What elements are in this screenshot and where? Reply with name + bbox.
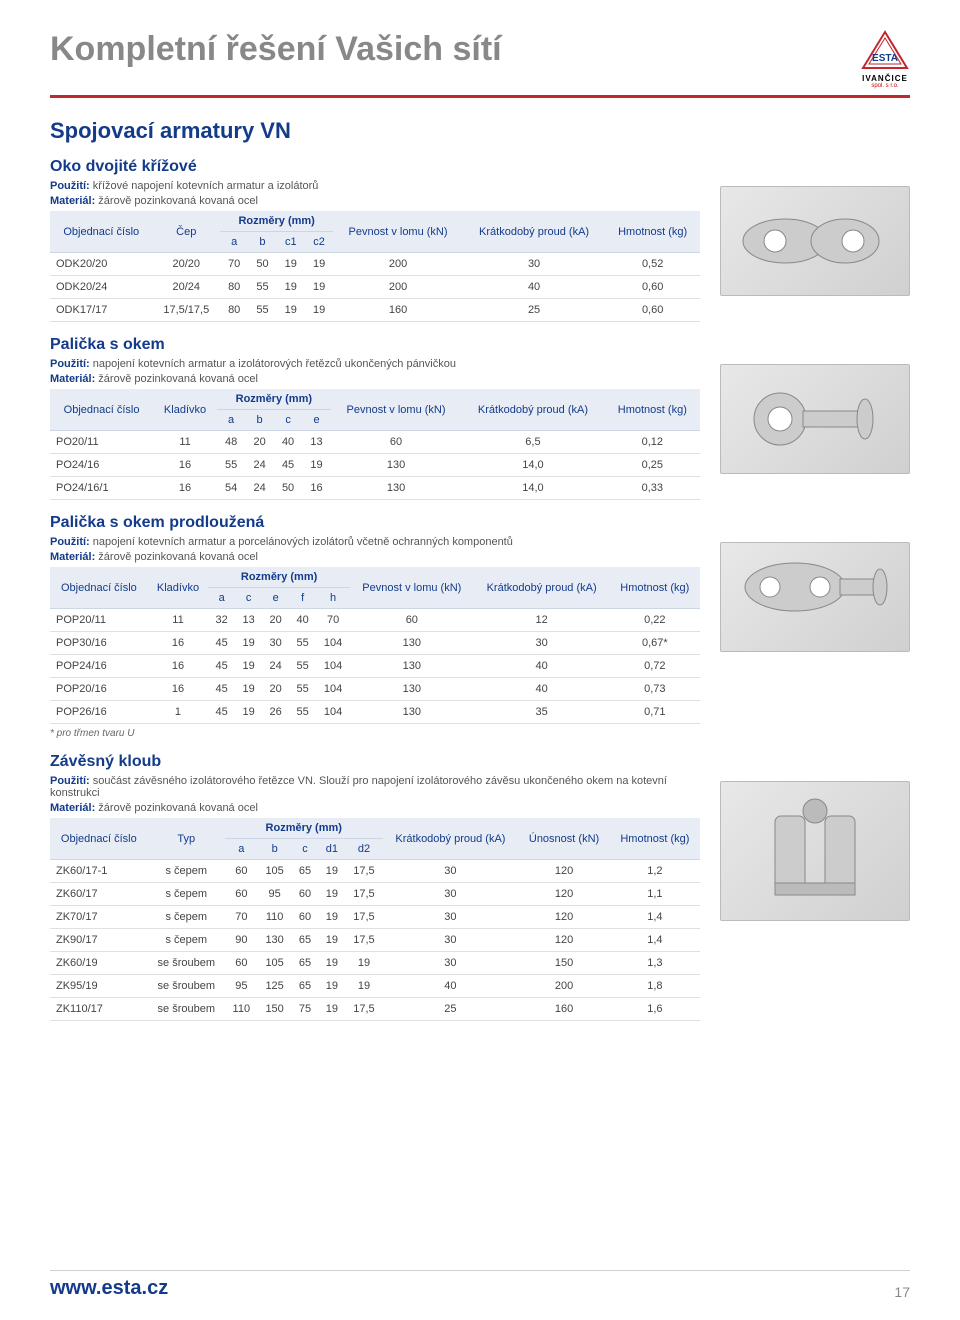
s3-footnote: * pro třmen tvaru U <box>50 728 700 739</box>
s2-table: Objednací číslo Kladívko Rozměry (mm) Pe… <box>50 389 700 500</box>
s3-mat: Materiál: žárově pozinkovaná kovaná ocel <box>50 551 700 563</box>
table-row: ZK110/17se šroubem110150751917,5251601,6 <box>50 998 700 1021</box>
table-row: ODK17/1717,5/17,580551919160250,60 <box>50 299 700 322</box>
table-row: ZK60/17s čepem6095601917,5301201,1 <box>50 883 700 906</box>
s2-image <box>720 364 910 474</box>
table-row: POP26/16145192655104130350,71 <box>50 701 700 724</box>
s3-title: Palička s okem prodloužená <box>50 514 910 532</box>
table-row: ZK95/19se šroubem95125651919402001,8 <box>50 975 700 998</box>
s1-image <box>720 186 910 296</box>
s3-table: Objednací číslo Kladívko Rozměry (mm) Pe… <box>50 567 700 724</box>
s3-use: Použití: napojení kotevních armatur a po… <box>50 536 700 548</box>
table-row: POP30/161645193055104130300,67* <box>50 632 700 655</box>
logo-city: IVANČICE <box>860 74 910 83</box>
s3-image <box>720 542 910 652</box>
s4-use: Použití: součást závěsného izolátorového… <box>50 775 700 799</box>
svg-text:ESTA: ESTA <box>872 53 898 64</box>
logo: ESTA IVANČICE spol. s r.o. <box>860 30 910 89</box>
table-row: ZK90/17s čepem90130651917,5301201,4 <box>50 929 700 952</box>
table-row: ZK60/19se šroubem60105651919301501,3 <box>50 952 700 975</box>
table-row: PO24/16165524451913014,00,25 <box>50 454 700 477</box>
table-row: ODK20/2020/2070501919200300,52 <box>50 253 700 276</box>
s2-use: Použití: napojení kotevních armatur a iz… <box>50 358 700 370</box>
table-row: ZK60/17-1s čepem60105651917,5301201,2 <box>50 860 700 883</box>
header-rule <box>50 95 910 98</box>
s1-title: Oko dvojité křížové <box>50 158 910 176</box>
s2-title: Palička s okem <box>50 336 910 354</box>
page-number: 17 <box>894 1284 910 1300</box>
footer-url: www.esta.cz <box>50 1277 168 1300</box>
table-row: PO24/16/1165424501613014,00,33 <box>50 477 700 500</box>
table-row: POP20/1111321320407060120,22 <box>50 609 700 632</box>
table-row: ZK70/17s čepem70110601917,5301201,4 <box>50 906 700 929</box>
logo-sub: spol. s r.o. <box>860 83 910 89</box>
table-row: PO20/111148204013606,50,12 <box>50 431 700 454</box>
s4-title: Závěsný kloub <box>50 753 910 771</box>
s4-image <box>720 781 910 921</box>
s1-use: Použití: křížové napojení kotevních arma… <box>50 180 700 192</box>
s1-table: Objednací číslo Čep Rozměry (mm) Pevnost… <box>50 211 700 322</box>
table-row: POP24/161645192455104130400,72 <box>50 655 700 678</box>
page-title: Kompletní řešení Vašich sítí <box>50 30 502 69</box>
table-row: ODK20/2420/2480551919200400,60 <box>50 276 700 299</box>
section-title: Spojovací armatury VN <box>50 118 910 144</box>
s4-table: Objednací číslo Typ Rozměry (mm) Krátkod… <box>50 818 700 1021</box>
s2-mat: Materiál: žárově pozinkovaná kovaná ocel <box>50 373 700 385</box>
s1-mat: Materiál: žárově pozinkovaná kovaná ocel <box>50 195 700 207</box>
s4-mat: Materiál: žárově pozinkovaná kovaná ocel <box>50 802 700 814</box>
table-row: POP20/161645192055104130400,73 <box>50 678 700 701</box>
